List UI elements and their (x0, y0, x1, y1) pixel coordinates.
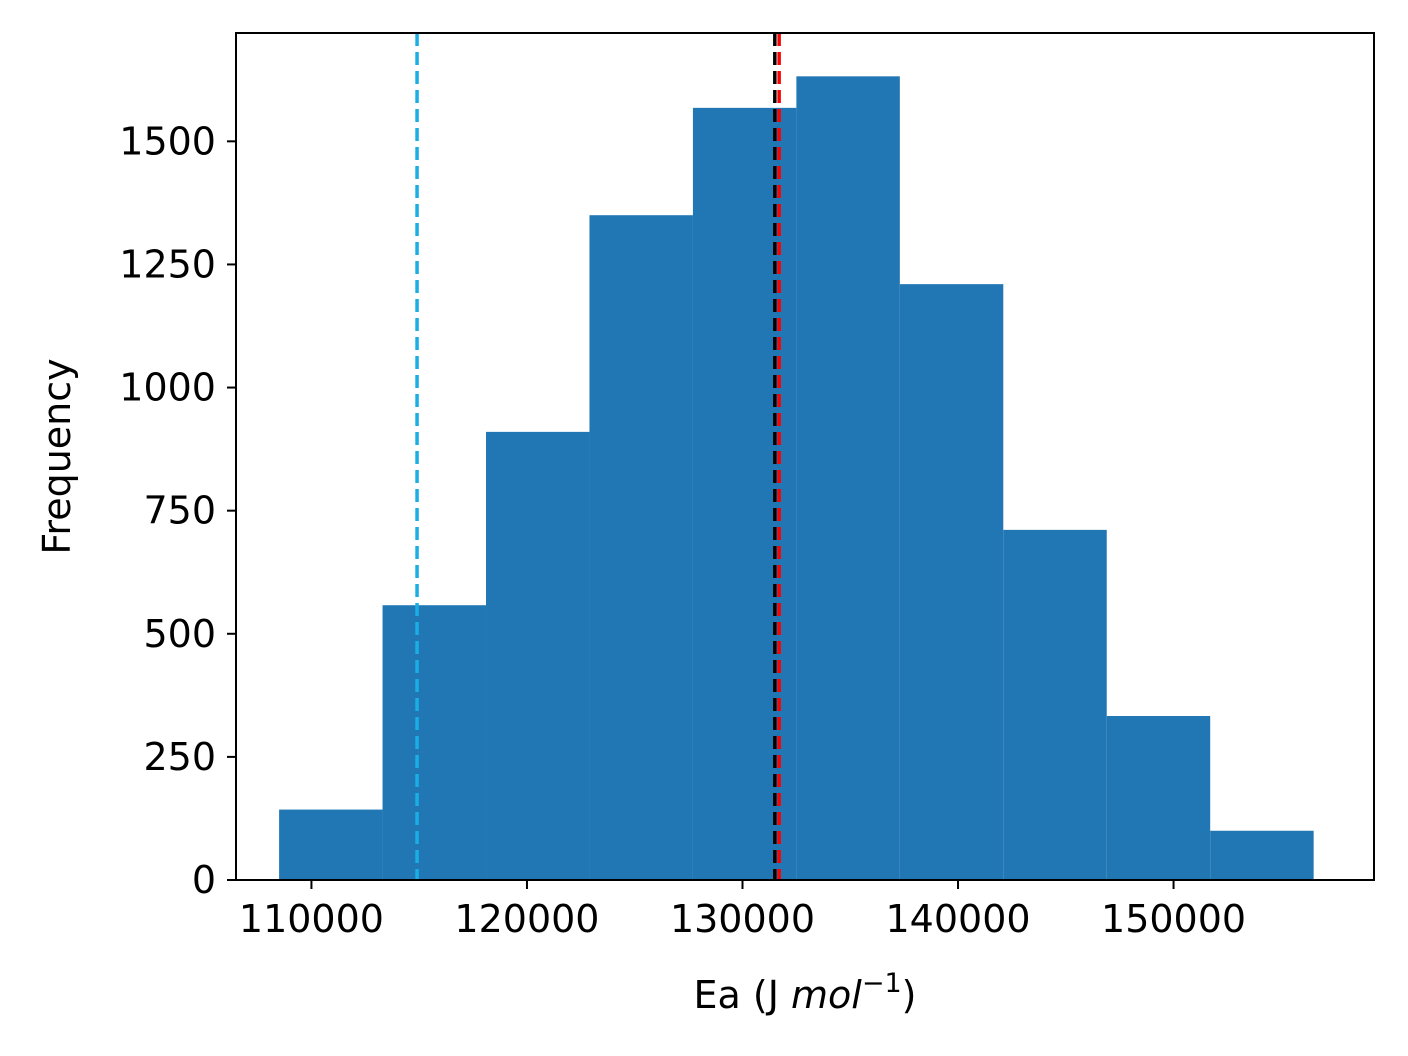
histogram-bar (796, 76, 900, 880)
histogram-bars (279, 76, 1314, 880)
x-axis-label-exponent: −1 (862, 968, 902, 999)
x-tick-label: 110000 (239, 897, 384, 941)
y-tick-label: 250 (143, 735, 216, 779)
y-tick-label: 1000 (119, 366, 216, 410)
histogram-bar (486, 431, 590, 880)
y-tick-label: 1500 (119, 119, 216, 163)
x-axis-label-text: Ea (J (694, 973, 792, 1017)
histogram-bar (589, 215, 693, 880)
histogram-bar (279, 809, 383, 880)
plot-frame (235, 32, 1375, 881)
y-tick-label: 1250 (119, 242, 216, 286)
reference-lines (415, 33, 781, 880)
histogram-bar (899, 284, 1004, 880)
y-tick-label: 0 (192, 858, 216, 902)
x-tick-label: 150000 (1101, 897, 1246, 941)
y-axis-label: Frequency (35, 358, 79, 554)
x-tick-label: 130000 (670, 897, 815, 941)
x-tick-label: 120000 (454, 897, 599, 941)
x-tick-label: 140000 (885, 897, 1030, 941)
histogram-bar (382, 605, 487, 880)
histogram-bar (1106, 716, 1211, 880)
y-axis-ticks: 0 250 500 750 1000 1250 1500 (119, 119, 236, 902)
x-axis-ticks: 110000 120000 130000 140000 150000 (239, 880, 1246, 941)
x-axis-label: Ea (J mol−1) (694, 968, 917, 1017)
y-tick-label: 500 (143, 612, 216, 656)
x-axis-label-unit: mol (791, 973, 862, 1017)
histogram-bar (1003, 529, 1107, 880)
x-axis-label-close: ) (902, 973, 917, 1017)
histogram-bar (1210, 830, 1314, 880)
y-tick-label: 750 (143, 489, 216, 533)
